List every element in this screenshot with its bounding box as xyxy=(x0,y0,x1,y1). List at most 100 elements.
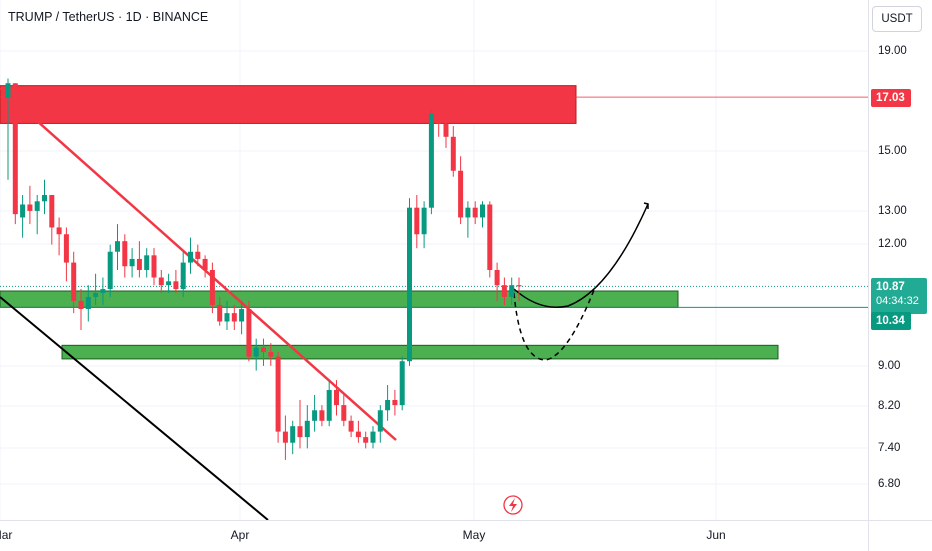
candle-body xyxy=(428,113,434,208)
deep-retest-projection-path xyxy=(513,289,595,361)
candle-body xyxy=(27,204,33,211)
candle xyxy=(151,248,157,286)
price-tick-label: 12.00 xyxy=(878,238,907,250)
candle xyxy=(63,227,69,282)
candle-body xyxy=(290,426,296,443)
price-tick-label: 15.00 xyxy=(878,145,907,157)
resistance-price-tag: 17.03 xyxy=(871,89,911,107)
time-label: Jun xyxy=(706,528,726,542)
symbol-title[interactable]: TRUMP / TetherUS · 1D · BINANCE xyxy=(8,10,209,24)
candle-body xyxy=(173,281,179,290)
candle xyxy=(27,185,33,225)
candle xyxy=(341,394,347,427)
time-axis[interactable] xyxy=(0,520,868,551)
currency-selector[interactable]: USDT xyxy=(872,6,922,32)
candle-body xyxy=(480,204,485,218)
candle xyxy=(297,400,303,449)
candle xyxy=(407,198,412,366)
candle-body xyxy=(421,207,427,235)
candle-body xyxy=(465,207,471,218)
candle-body xyxy=(304,420,310,438)
candle xyxy=(428,110,434,215)
candle-body xyxy=(42,195,47,202)
candle-body xyxy=(239,309,245,322)
candle xyxy=(129,248,135,278)
candle-body xyxy=(363,437,369,443)
candle-body xyxy=(450,136,456,171)
candle-body xyxy=(494,269,500,286)
candle-body xyxy=(312,410,318,421)
price-tick-label: 6.80 xyxy=(878,478,901,490)
candle xyxy=(290,420,296,455)
candle-body xyxy=(399,361,405,406)
candle xyxy=(363,431,369,449)
grid xyxy=(0,0,868,520)
price-chart[interactable] xyxy=(0,0,868,520)
candle-body xyxy=(122,241,128,267)
price-tick-label: 7.40 xyxy=(878,442,901,454)
candle-body xyxy=(78,300,84,310)
candle xyxy=(85,285,91,322)
candle-body xyxy=(49,195,55,228)
time-label: Mar xyxy=(0,528,13,542)
candle-body xyxy=(144,255,150,270)
candle-body xyxy=(188,251,193,263)
candle-body xyxy=(319,410,325,421)
candle-body xyxy=(261,347,266,353)
bounce-projection-path xyxy=(513,203,649,308)
candle-body xyxy=(202,258,208,270)
candle xyxy=(370,426,376,449)
candle-body xyxy=(180,262,186,290)
candle-body xyxy=(246,309,252,357)
candle-body xyxy=(370,431,376,443)
candle xyxy=(421,201,427,249)
candle xyxy=(355,420,361,443)
candle xyxy=(253,338,259,371)
zones-layer xyxy=(0,85,779,360)
support-price-tag: 10.34 xyxy=(871,312,911,330)
lightning-icon-bolt xyxy=(509,498,517,512)
candle xyxy=(275,352,281,443)
candle-body xyxy=(195,251,201,259)
candle xyxy=(144,248,150,278)
candle xyxy=(392,389,398,416)
last-price-value: 10.87 xyxy=(876,281,905,293)
candle-body xyxy=(377,410,383,432)
candle xyxy=(443,107,449,148)
price-tick-label: 9.00 xyxy=(878,360,901,372)
price-axis[interactable] xyxy=(868,0,932,520)
candle xyxy=(224,300,230,330)
candle xyxy=(136,241,142,278)
time-label: May xyxy=(462,528,486,542)
candle-body xyxy=(407,207,412,362)
candle xyxy=(173,269,179,293)
candles-layer xyxy=(5,78,522,460)
price-tick-label: 8.20 xyxy=(878,400,901,412)
candle-body xyxy=(158,277,164,286)
candle xyxy=(436,95,442,137)
candle xyxy=(180,251,186,297)
candle xyxy=(115,224,120,270)
candle xyxy=(377,405,383,443)
candle xyxy=(487,201,493,278)
candle-body xyxy=(436,113,442,124)
candle xyxy=(261,338,266,366)
candle xyxy=(166,273,172,293)
markers-layer xyxy=(503,495,523,515)
candle xyxy=(12,83,18,225)
axis-corner xyxy=(868,520,932,551)
candle-body xyxy=(151,255,157,278)
candle-body xyxy=(334,389,339,406)
candle-body xyxy=(268,352,274,357)
candle-body xyxy=(34,201,40,211)
candle xyxy=(20,195,26,238)
support-zone xyxy=(0,290,679,308)
price-tick-label: 13.00 xyxy=(878,205,907,217)
channel-line xyxy=(0,296,269,520)
candle xyxy=(71,251,77,314)
candle xyxy=(239,300,245,335)
candle-body xyxy=(231,313,237,322)
candle-body xyxy=(355,431,361,438)
candle xyxy=(509,277,515,305)
candle-body xyxy=(93,292,99,297)
